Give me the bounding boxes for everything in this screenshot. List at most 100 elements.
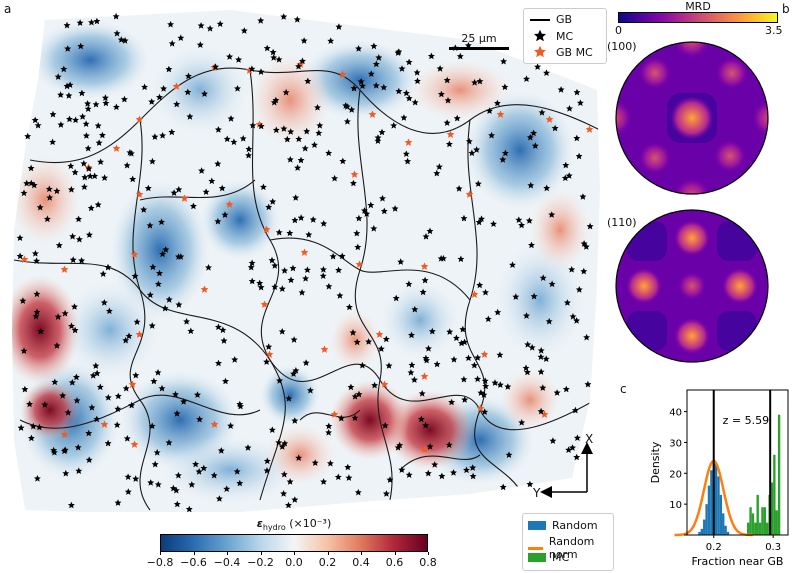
legend-label-mc-hist: MC bbox=[552, 551, 570, 564]
y-tick-label: 30 bbox=[669, 438, 682, 449]
colorbar-title-unit: (×10⁻³) bbox=[289, 517, 332, 530]
colorbar-tick-label: 0.8 bbox=[419, 556, 437, 569]
mc-bar bbox=[777, 414, 781, 535]
random-bar bbox=[719, 494, 723, 535]
red-strain-regions bbox=[12, 55, 590, 485]
strain-colorbar-ticks: −0.8 −0.6 −0.4 −0.2 0.0 0.2 0.4 0.6 0.8 bbox=[147, 552, 437, 570]
panel-a: a bbox=[0, 0, 610, 573]
pole-figure-110-label: (110) bbox=[607, 216, 637, 229]
mc-bar bbox=[758, 522, 762, 535]
random-bar bbox=[710, 470, 713, 535]
legend-item-gb: GB bbox=[530, 13, 572, 26]
orange-star-icon bbox=[533, 45, 547, 58]
colorbar-tick-mark bbox=[193, 552, 195, 555]
mc-swatch bbox=[528, 553, 546, 562]
pole-figure-100[interactable] bbox=[612, 38, 772, 198]
strain-map[interactable] bbox=[0, 0, 610, 573]
legend-label-random-norm: Random norm bbox=[548, 535, 595, 561]
legend-label-mc: MC bbox=[556, 29, 574, 43]
colorbar-tick-mark bbox=[361, 552, 362, 555]
mc-bar bbox=[751, 513, 755, 535]
colorbar-tick-mark bbox=[294, 552, 295, 555]
scale-bar-line bbox=[449, 47, 509, 50]
histogram-legend: Random Random norm MC bbox=[522, 513, 614, 571]
panel-b-label: b bbox=[782, 2, 790, 16]
plot-frame bbox=[686, 389, 789, 536]
random-bar bbox=[700, 528, 704, 535]
random-bar bbox=[726, 531, 730, 535]
panel-c: c 10 20 30 40 0.2 0.3 Fraction near GB Density z… bbox=[610, 380, 793, 573]
y-axis-label: Y bbox=[533, 486, 541, 500]
mc-bar bbox=[770, 482, 774, 535]
colorbar-tick-mark bbox=[394, 552, 396, 555]
histogram-chart[interactable]: 10 20 30 40 0.2 0.3 Fraction near GB Density z =… bbox=[610, 380, 793, 573]
colorbar-tick-label: 0.6 bbox=[385, 556, 404, 569]
scale-bar: 25 µm bbox=[449, 33, 509, 50]
random-bar bbox=[705, 504, 708, 535]
pole-figure-100-label: (100) bbox=[607, 40, 637, 53]
colorbar-tick-mark bbox=[227, 552, 228, 555]
colorbar-tick-label: 0.2 bbox=[318, 556, 337, 569]
panel-b: b MRD 0 3.5 (100) (110) bbox=[600, 0, 793, 380]
y-tick-label: 20 bbox=[669, 469, 682, 480]
mc-bar bbox=[749, 507, 752, 535]
legend-label-random: Random bbox=[552, 519, 598, 532]
legend-item-random: Random bbox=[528, 519, 598, 532]
pole-figure-110[interactable] bbox=[612, 206, 772, 366]
strain-colorbar bbox=[160, 534, 428, 552]
random-bar bbox=[703, 519, 706, 535]
x-axis-title: Fraction near GB bbox=[692, 555, 784, 568]
xy-axes-indicator bbox=[540, 442, 593, 498]
legend-item-mc-hist: MC bbox=[528, 551, 569, 564]
mc-bar bbox=[766, 522, 769, 535]
random-bar bbox=[707, 485, 711, 535]
gb-line-icon bbox=[530, 18, 550, 21]
legend-label-gb-mc: GB MC bbox=[556, 45, 593, 59]
strain-colorbar-title: εhydro (×10⁻³) bbox=[160, 517, 428, 532]
colorbar-tick-label: −0.8 bbox=[146, 556, 174, 569]
colorbar-tick-mark bbox=[327, 552, 329, 555]
mrd-colorbar-max: 3.5 bbox=[765, 24, 783, 37]
x-tick-label: 0.2 bbox=[706, 542, 722, 553]
mrd-colorbar-title: MRD bbox=[685, 0, 711, 13]
legend-label-gb: GB bbox=[556, 13, 573, 26]
colorbar-tick-mark bbox=[260, 552, 262, 555]
mc-bar bbox=[747, 522, 750, 535]
random-bar bbox=[717, 476, 720, 535]
black-star-icon bbox=[533, 29, 547, 42]
random-norm-line-icon bbox=[528, 546, 543, 550]
legend-item-mc: MC bbox=[530, 29, 573, 43]
random-bar bbox=[722, 513, 725, 535]
mrd-colorbar-min: 0 bbox=[615, 24, 622, 37]
z-score-annotation: z = 5.59 bbox=[723, 414, 769, 427]
x-tick-label: 0.3 bbox=[765, 542, 781, 553]
random-bar bbox=[698, 531, 701, 535]
y-tick-label: 40 bbox=[669, 408, 682, 419]
colorbar-tick-mark bbox=[160, 552, 161, 555]
colorbar-title-subscript: hydro bbox=[262, 523, 286, 533]
scale-bar-label: 25 µm bbox=[461, 32, 497, 45]
blue-strain-regions bbox=[20, 20, 585, 505]
legend-item-random-norm: Random norm bbox=[528, 535, 613, 561]
colorbar-title-symbol: ε bbox=[256, 517, 263, 530]
colorbar-tick-label: −0.4 bbox=[213, 556, 241, 569]
grain-boundaries bbox=[13, 67, 600, 511]
mc-bar bbox=[773, 454, 776, 535]
colorbar-tick-label: 0.0 bbox=[285, 556, 303, 569]
legend-item-gb-mc: GB MC bbox=[530, 45, 593, 59]
map-legend: GB MC GB MC bbox=[523, 8, 607, 64]
colorbar-tick-label: 0.4 bbox=[352, 556, 370, 569]
mc-bar bbox=[754, 522, 757, 535]
mc-bar bbox=[756, 494, 759, 535]
mc-bar bbox=[775, 510, 778, 535]
mc-bar bbox=[763, 507, 767, 535]
y-tick-label: 10 bbox=[669, 500, 682, 511]
x-axis-label: X bbox=[585, 432, 594, 446]
colorbar-tick-label: −0.6 bbox=[180, 556, 207, 569]
random-swatch bbox=[528, 521, 546, 530]
panel-a-label: a bbox=[4, 2, 12, 16]
mc-bar bbox=[761, 507, 764, 535]
random-bar bbox=[714, 464, 718, 535]
colorbar-tick-label: −0.2 bbox=[247, 556, 274, 569]
y-axis-title: Density bbox=[649, 441, 662, 483]
